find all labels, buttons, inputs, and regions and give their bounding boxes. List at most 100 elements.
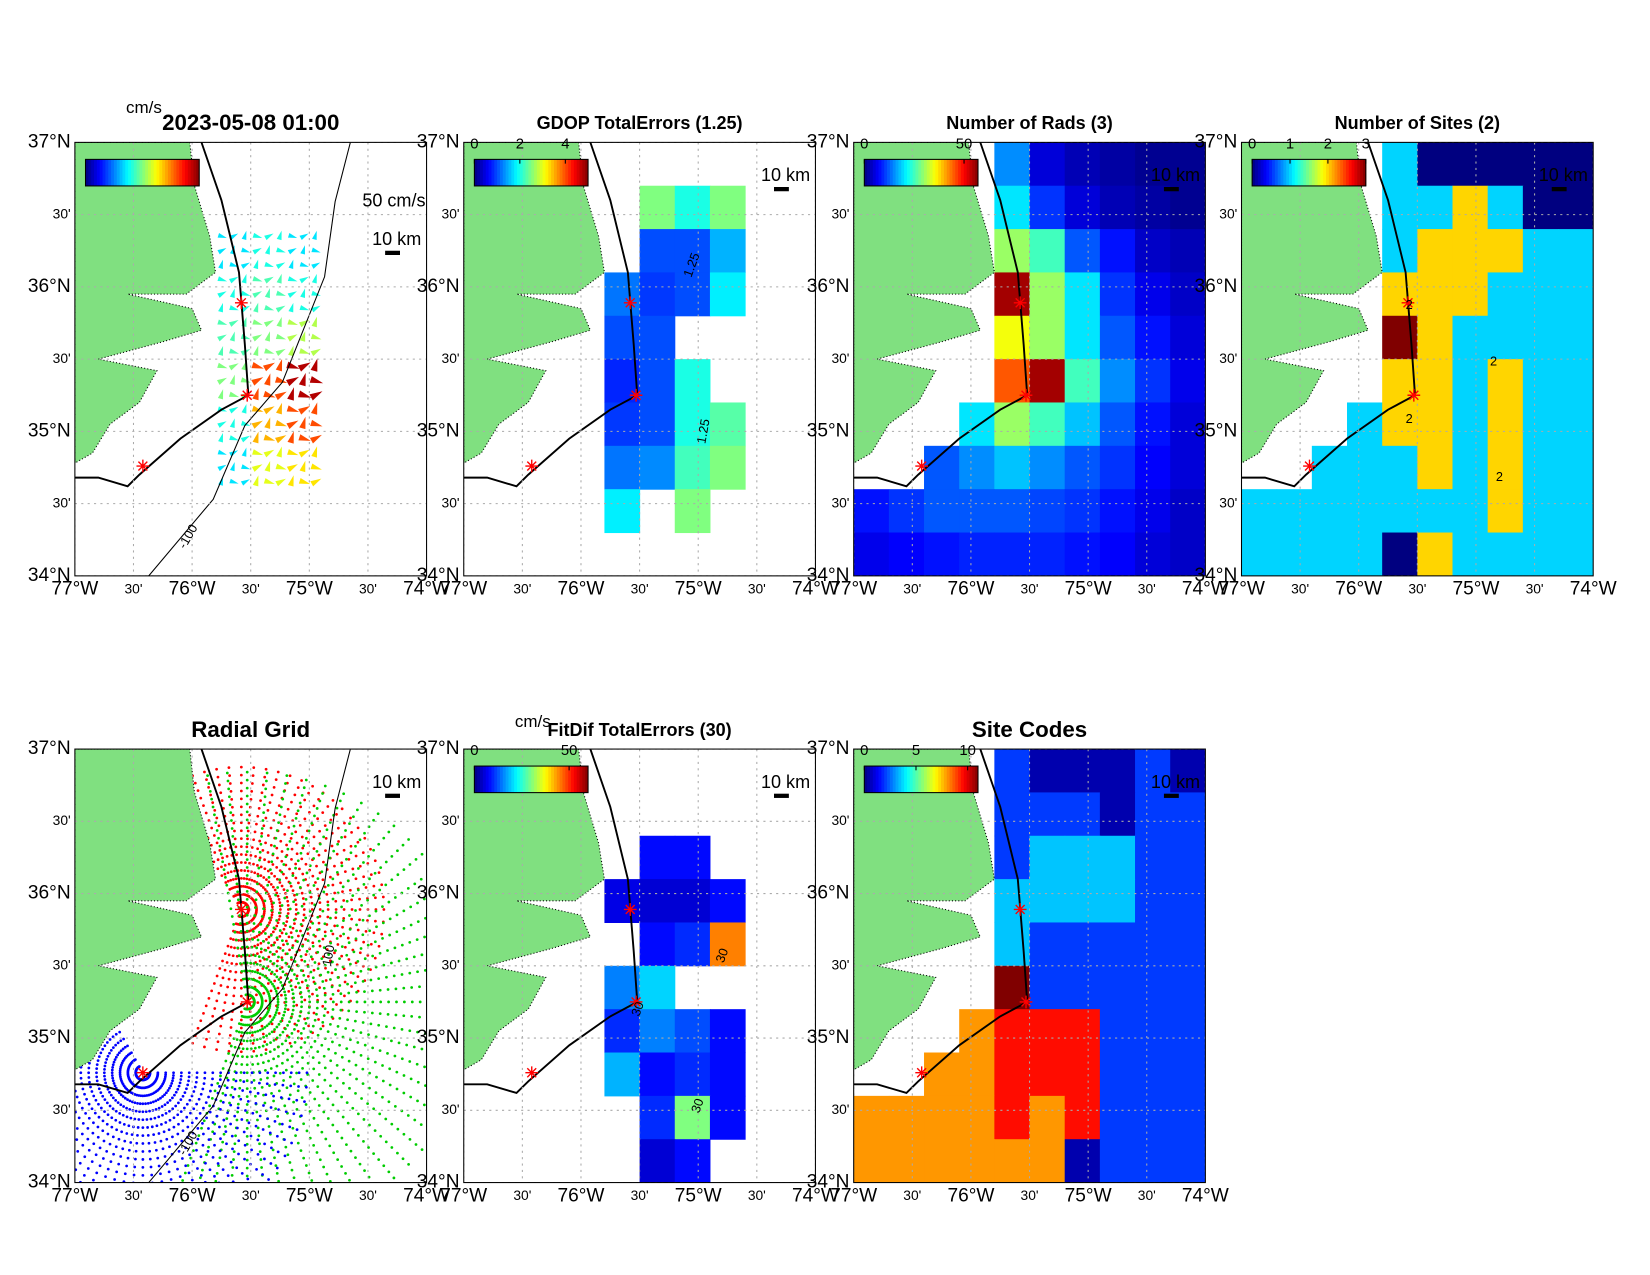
vector-arrow: [299, 331, 306, 342]
x-tick-label: 76°W: [558, 1185, 605, 1206]
vector-arrow: [288, 259, 294, 269]
grid-cell: [1099, 835, 1136, 880]
colorbar-label: cm/s: [515, 712, 551, 731]
colorbar-swatch: [884, 159, 888, 186]
colorbar-swatch: [887, 766, 891, 793]
grid-cell: [1029, 1139, 1066, 1183]
x-tick-label: 74°W: [1570, 579, 1617, 600]
grid-cell: [674, 229, 711, 273]
vector-arrow: [229, 276, 239, 284]
colorbar-swatch: [145, 159, 149, 186]
vector-arrow: [240, 377, 251, 383]
colorbar-swatch: [949, 766, 953, 793]
grid-cell: [1417, 315, 1454, 360]
vector-arrow: [287, 387, 294, 401]
vector-arrow: [297, 362, 311, 372]
vector-arrow: [310, 402, 318, 415]
map-area: [1241, 142, 1594, 576]
colorbar-swatch: [909, 766, 914, 793]
grid-cell: [1135, 1139, 1171, 1183]
grid-cell: [1099, 272, 1136, 317]
vector-arrow: [241, 447, 247, 457]
axes-frame: [74, 748, 428, 1184]
vector-arrow: [217, 449, 227, 455]
grid-cell: [1029, 359, 1066, 404]
grid-cell: [1347, 532, 1383, 576]
grid-cell: [639, 272, 676, 317]
colorbar-swatch: [517, 766, 521, 793]
grid-cell: [604, 489, 641, 534]
vector-arrow: [229, 435, 239, 441]
vector-arrow: [217, 319, 228, 325]
grid-cell: [1099, 185, 1136, 230]
colorbar-tick-label: 5: [912, 743, 920, 759]
grid-cell: [853, 489, 890, 534]
grid-cell: [994, 142, 1031, 187]
y-tick-label: 36°N: [28, 883, 71, 904]
x-tick-label: 30': [1526, 580, 1544, 596]
grid-cell: [1417, 229, 1454, 273]
vector-arrow: [265, 245, 270, 255]
coastline: [1241, 142, 1416, 488]
colorbar-swatch: [1252, 159, 1256, 186]
grid-cell: [1064, 749, 1101, 793]
y-tick-label: 30': [1219, 350, 1237, 366]
grid-cell: [1029, 402, 1066, 447]
vector-arrow: [311, 316, 317, 328]
vector-arrow: [287, 475, 294, 487]
map-area: [463, 749, 816, 1183]
colorbar-swatch: [477, 766, 481, 793]
coastline: [463, 142, 639, 488]
grid-cell: [604, 445, 641, 490]
colorbar-tick-label: 0: [860, 743, 868, 759]
colorbar-swatch: [1269, 159, 1273, 186]
contour-label: 2: [1406, 411, 1413, 426]
vector-arrow: [311, 305, 321, 313]
grid-cell: [959, 402, 995, 447]
vector-arrow: [298, 406, 311, 415]
grid-cell: [1382, 489, 1418, 534]
vector-arrow: [286, 405, 300, 412]
scale-bar: [385, 250, 400, 255]
grid-cell: [1170, 1052, 1206, 1097]
colorbar-swatch: [125, 159, 129, 186]
colorbar-swatch: [505, 766, 509, 793]
colorbar-swatch: [1317, 159, 1321, 186]
colorbar-swatch: [1308, 159, 1313, 186]
vector-arrow: [287, 319, 299, 325]
grid-cell: [1135, 532, 1171, 576]
colorbar-swatch: [525, 159, 529, 186]
grid-cell: [1099, 229, 1136, 273]
vector-arrow: [229, 478, 239, 484]
colorbar-swatch: [517, 159, 521, 186]
colorbar-swatch: [576, 159, 580, 186]
current-vectors: [252, 273, 286, 313]
colorbar-swatch: [949, 159, 953, 186]
y-tick-label: 37°N: [417, 131, 460, 152]
grid-cell: [1382, 142, 1418, 187]
colorbar-swatch: [522, 159, 526, 186]
grid-cell: [1064, 532, 1101, 576]
grid-cell: [1099, 1009, 1136, 1054]
colorbar-swatch: [966, 159, 970, 186]
colorbar-swatch: [1320, 159, 1324, 186]
grid-cell: [1170, 445, 1206, 490]
x-tick-label: 77°W: [1218, 579, 1265, 600]
grid-cell: [709, 922, 746, 967]
y-tick-label: 35°N: [807, 420, 850, 441]
vector-arrow: [309, 434, 322, 444]
vector-arrow: [298, 449, 310, 458]
vector-arrow: [263, 434, 276, 441]
current-vectors: [252, 230, 286, 270]
colorbar-swatch: [963, 159, 968, 186]
current-vectors: [251, 358, 288, 401]
coastline: [463, 749, 639, 1095]
colorbar-swatch: [488, 766, 492, 793]
colorbar-swatch: [159, 159, 163, 186]
site-marker: [629, 388, 643, 402]
grid-cell: [1558, 229, 1594, 273]
grid-cell: [1452, 532, 1489, 576]
grid-cell: [1099, 792, 1136, 837]
colorbar-frame: [473, 765, 589, 794]
vector-arrow: [264, 331, 271, 342]
